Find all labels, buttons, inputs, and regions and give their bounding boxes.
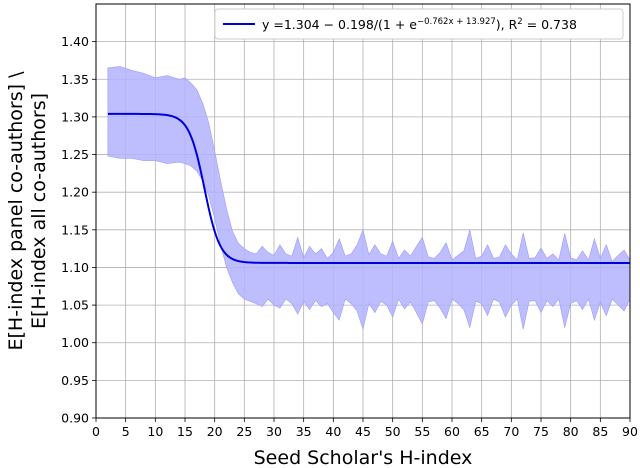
fit-line (107, 112, 630, 264)
x-axis-title: Seed Scholar's H-index (254, 447, 473, 468)
x-tick-label: 5 (122, 424, 130, 439)
band-area (107, 66, 631, 331)
x-tick-label: 75 (533, 424, 549, 439)
x-tick-label: 50 (385, 424, 401, 439)
legend-label: y =1.304 − 0.198/(1 + e−0.762x + 13.927)… (262, 17, 577, 32)
x-tick-label: 30 (266, 424, 282, 439)
legend-r2-superscript: 2 (517, 17, 522, 27)
x-tick-label: 0 (92, 424, 100, 439)
x-tick-label: 15 (177, 424, 193, 439)
x-tick-label: 80 (563, 424, 579, 439)
legend-suffix: ), R (496, 17, 518, 32)
y-axis-title-line-1: E[H-index panel co-authors] \ (5, 71, 27, 351)
legend-prefix: y =1.304 − 0.198/(1 + e (262, 17, 417, 32)
fit-curve (107, 112, 630, 264)
y-ticks: 0.90 0.95 1.00 1.05 1.10 1.15 1.20 1.25 1.30 1.35… (61, 34, 96, 426)
y-tick-label: 1.05 (61, 298, 89, 313)
legend-r2-value: = 0.738 (523, 17, 577, 32)
grid (95, 4, 631, 419)
y-tick-label: 0.95 (61, 373, 89, 388)
confidence-band (107, 66, 631, 331)
x-tick-label: 40 (325, 424, 341, 439)
y-tick-label: 1.40 (61, 34, 89, 49)
plot-frame (95, 3, 631, 419)
x-tick-label: 20 (207, 424, 223, 439)
y-tick-label: 1.25 (61, 147, 89, 162)
legend-box (214, 8, 624, 40)
x-tick-label: 60 (444, 424, 460, 439)
legend: y =1.304 − 0.198/(1 + e−0.762x + 13.927)… (214, 8, 624, 40)
x-tick-label: 10 (147, 424, 163, 439)
x-tick-label: 65 (474, 424, 490, 439)
x-ticks: 0 5 10 15 20 25 30 35 40 45 50 55 60 65 70 75 80 85 90 (92, 418, 638, 439)
y-tick-label: 1.35 (61, 72, 89, 87)
x-tick-label: 70 (503, 424, 519, 439)
x-tick-label: 90 (622, 424, 638, 439)
y-tick-label: 1.10 (61, 260, 89, 275)
x-tick-label: 85 (592, 424, 608, 439)
x-tick-label: 35 (296, 424, 312, 439)
y-tick-label: 1.15 (61, 222, 89, 237)
legend-exponent: −0.762x + 13.927 (417, 17, 496, 27)
y-tick-label: 1.00 (61, 335, 89, 350)
x-tick-label: 45 (355, 424, 371, 439)
x-tick-label: 25 (236, 424, 252, 439)
y-tick-label: 1.30 (61, 109, 89, 124)
y-axis-title-line-2: E[H-index all co-authors] (28, 93, 50, 329)
y-tick-label: 0.90 (61, 411, 89, 426)
x-tick-label: 55 (414, 424, 430, 439)
y-tick-label: 1.20 (61, 185, 89, 200)
